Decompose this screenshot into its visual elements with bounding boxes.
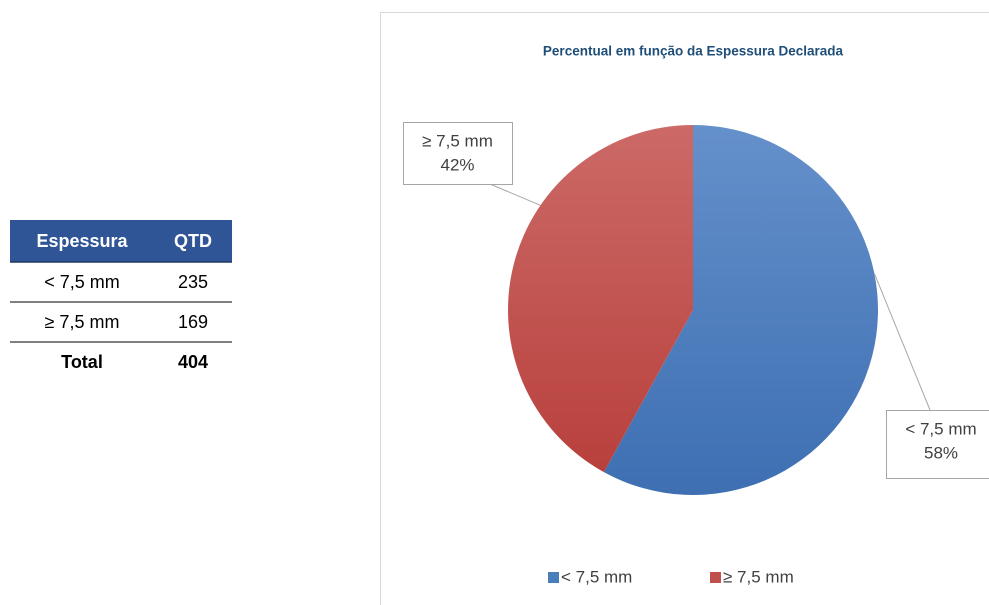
table-header: Espessura — [36, 231, 128, 251]
data-label-value: 58% — [924, 443, 958, 462]
table-cell: ≥ 7,5 mm — [45, 312, 120, 332]
data-label-value: 42% — [440, 155, 474, 174]
data-label-category: < 7,5 mm — [905, 419, 976, 438]
table-cell: 235 — [178, 272, 208, 292]
pie-slice — [508, 125, 693, 473]
leader-line — [489, 183, 541, 206]
pie-slice — [603, 125, 879, 495]
table-total: Total — [61, 352, 103, 372]
chart-title: Percentual em função da Espessura Declar… — [543, 44, 844, 59]
leader-line — [873, 273, 931, 411]
legend-label: < 7,5 mm — [561, 567, 632, 586]
table-header-bg — [10, 220, 232, 262]
table-cell: < 7,5 mm — [44, 272, 120, 292]
table-header: QTD — [174, 231, 212, 251]
data-label-box — [403, 122, 513, 185]
legend-swatch — [710, 572, 721, 583]
legend-label: ≥ 7,5 mm — [723, 567, 794, 586]
data-label-box — [886, 410, 989, 479]
legend-swatch — [548, 572, 559, 583]
table-total: 404 — [178, 352, 208, 372]
data-label-category: ≥ 7,5 mm — [422, 131, 493, 150]
table-cell: 169 — [178, 312, 208, 332]
